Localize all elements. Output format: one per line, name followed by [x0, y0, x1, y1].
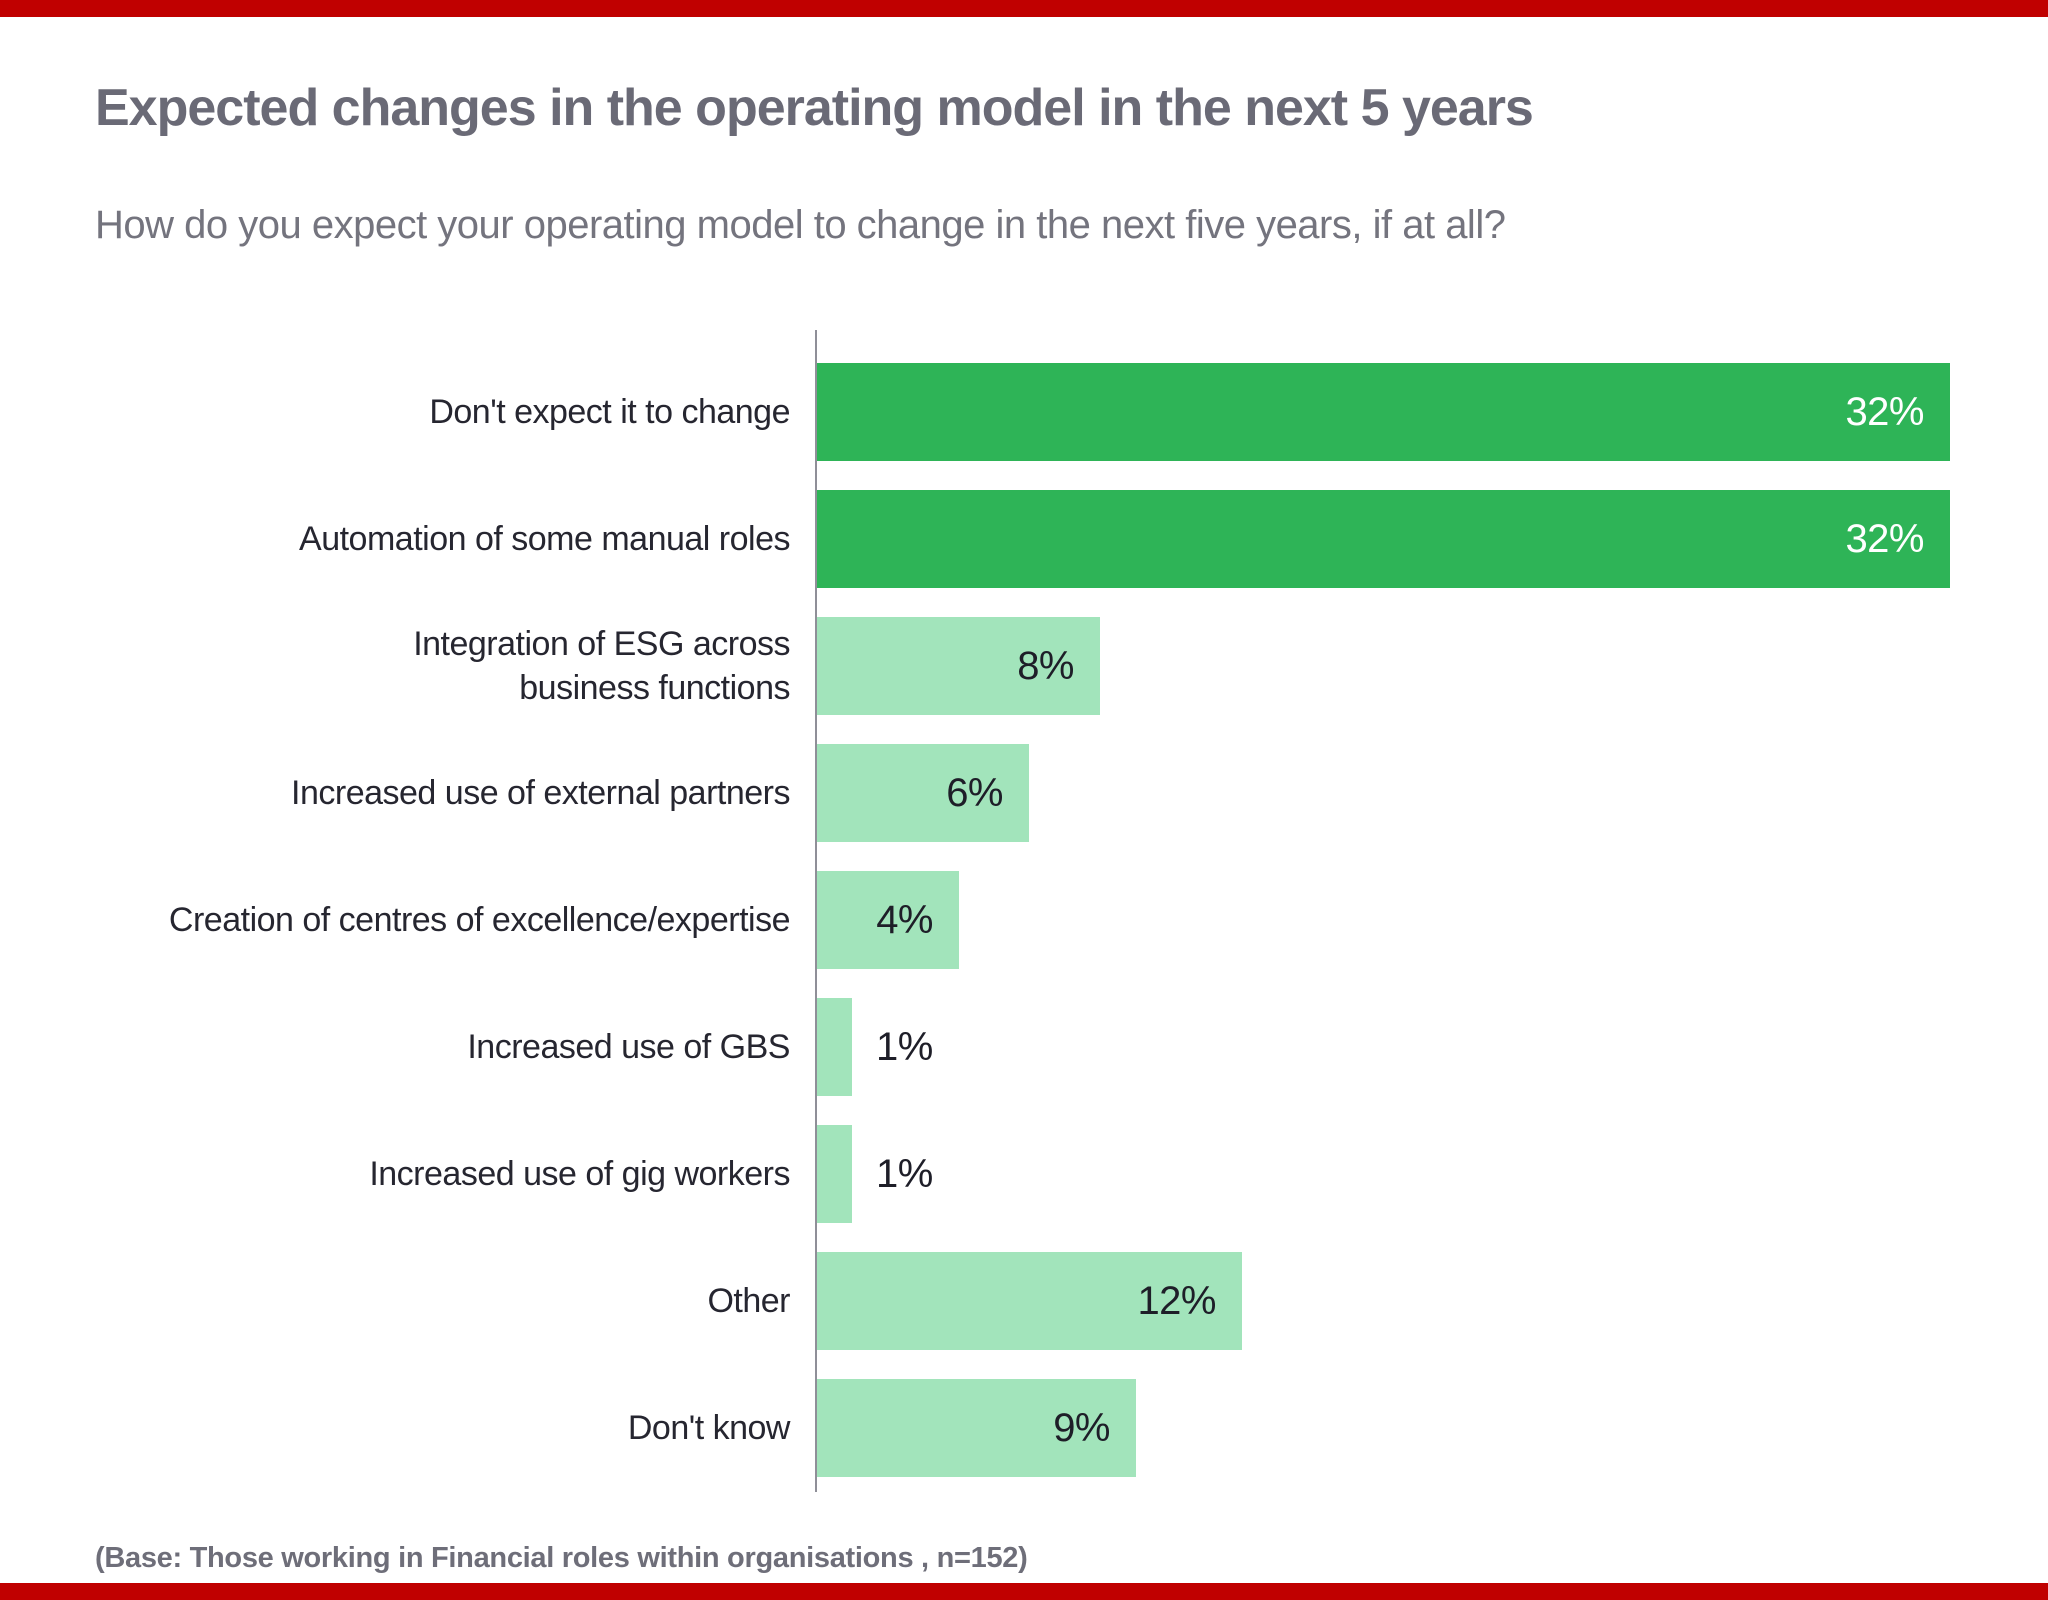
- bar: [817, 1252, 1242, 1350]
- value-label: 4%: [876, 898, 933, 942]
- category-label: Increased use of gig workers: [369, 1154, 790, 1193]
- chart-row: Increased use of GBS 1%: [0, 998, 2048, 1096]
- category-label: Other: [707, 1281, 790, 1320]
- value-label: 6%: [946, 771, 1003, 815]
- category-label: Don't expect it to change: [429, 392, 790, 431]
- value-label: 12%: [1137, 1279, 1216, 1323]
- top-accent-strip: [0, 0, 2048, 17]
- category-label: Increased use of GBS: [467, 1027, 790, 1066]
- category-label: Automation of some manual roles: [299, 519, 790, 558]
- value-label: 9%: [1053, 1406, 1110, 1450]
- chart-row: Integration of ESG across business funct…: [0, 617, 2048, 715]
- bar: [817, 490, 1950, 588]
- page-title: Expected changes in the operating model …: [95, 79, 1534, 137]
- base-note: (Base: Those working in Financial roles …: [95, 1542, 1028, 1574]
- category-label: Don't know: [627, 1408, 791, 1447]
- chart-row: Increased use of external partners 6%: [0, 744, 2048, 842]
- category-label: Creation of centres of excellence/expert…: [168, 900, 791, 939]
- bar: [817, 1125, 852, 1223]
- chart-row: Don't know 9%: [0, 1379, 2048, 1477]
- chart-row: Other 12%: [0, 1252, 2048, 1350]
- chart-row: Automation of some manual roles 32%: [0, 490, 2048, 588]
- bottom-accent-strip: [0, 1583, 2048, 1600]
- chart-row: Creation of centres of excellence/expert…: [0, 871, 2048, 969]
- bar: [817, 1379, 1136, 1477]
- chart-question-subtitle: How do you expect your operating model t…: [95, 203, 1506, 247]
- bar: [817, 998, 852, 1096]
- bar: [817, 617, 1100, 715]
- value-label: 1%: [876, 1152, 933, 1196]
- y-axis-line: [815, 330, 817, 1492]
- value-label: 32%: [1845, 390, 1924, 434]
- value-label: 32%: [1845, 517, 1924, 561]
- chart-row: Increased use of gig workers 1%: [0, 1125, 2048, 1223]
- value-label: 8%: [1017, 644, 1074, 688]
- bar: [817, 744, 1029, 842]
- category-label: Increased use of external partners: [291, 773, 790, 812]
- value-label: 1%: [876, 1025, 933, 1069]
- chart-row: Don't expect it to change 32%: [0, 363, 2048, 461]
- bar: [817, 363, 1950, 461]
- category-label: Integration of ESG across business funct…: [413, 624, 790, 707]
- bar: [817, 871, 959, 969]
